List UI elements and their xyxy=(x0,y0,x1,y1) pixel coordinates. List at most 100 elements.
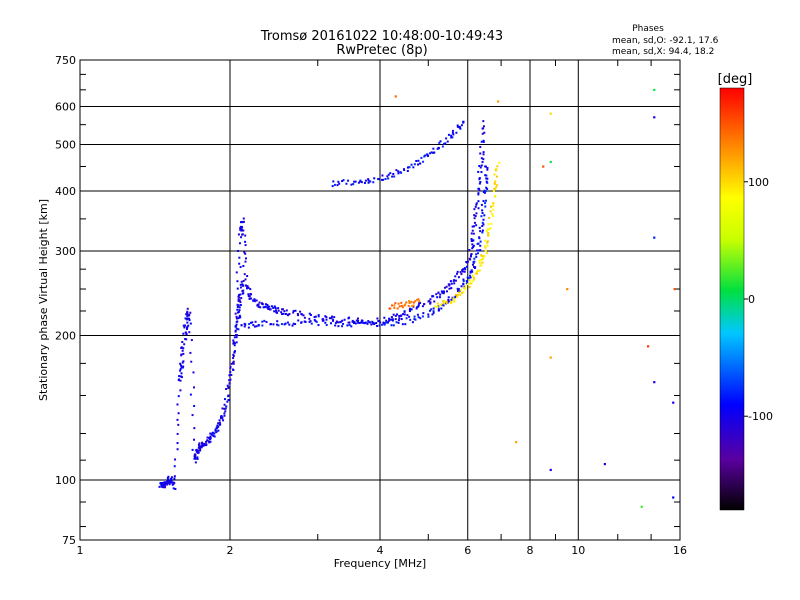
data-point xyxy=(464,288,467,291)
data-point xyxy=(338,182,341,185)
data-point xyxy=(463,285,466,288)
data-point xyxy=(481,258,484,261)
data-point xyxy=(308,317,311,320)
data-point xyxy=(432,295,435,298)
data-point xyxy=(478,164,481,167)
data-point xyxy=(193,453,196,456)
data-point xyxy=(490,205,493,208)
data-point xyxy=(184,317,187,320)
data-point xyxy=(479,146,482,149)
data-point xyxy=(416,306,419,309)
data-point xyxy=(391,304,394,307)
data-point xyxy=(236,303,239,306)
y-tick-label: 600 xyxy=(55,101,76,114)
data-point xyxy=(227,394,230,397)
data-point xyxy=(239,227,242,230)
data-point xyxy=(481,261,484,264)
data-point xyxy=(462,278,465,281)
data-point xyxy=(242,289,245,292)
data-point xyxy=(228,382,231,385)
data-point xyxy=(192,438,195,441)
data-point xyxy=(472,276,475,279)
data-point xyxy=(227,387,230,390)
data-point xyxy=(218,419,221,422)
data-point xyxy=(181,366,184,369)
data-point xyxy=(180,372,183,375)
data-point xyxy=(193,427,196,430)
data-point xyxy=(232,341,235,344)
data-point xyxy=(485,199,488,202)
data-point xyxy=(317,314,320,317)
data-point xyxy=(364,321,367,324)
data-point xyxy=(236,280,239,283)
data-point xyxy=(494,180,497,183)
data-point xyxy=(489,210,492,213)
data-point xyxy=(492,190,495,193)
data-point xyxy=(470,269,473,272)
data-point xyxy=(204,440,207,443)
data-point xyxy=(482,218,485,221)
data-point xyxy=(454,279,457,282)
data-point xyxy=(653,381,656,384)
data-point xyxy=(458,291,461,294)
data-point xyxy=(400,305,403,308)
data-point xyxy=(442,302,445,305)
data-point xyxy=(272,323,275,326)
data-point xyxy=(372,181,375,184)
data-point xyxy=(384,178,387,181)
data-point xyxy=(383,316,386,319)
data-point xyxy=(470,252,473,255)
data-point xyxy=(198,445,201,448)
data-point xyxy=(459,293,462,296)
data-point xyxy=(392,313,395,316)
data-point xyxy=(462,286,465,289)
data-point xyxy=(485,180,488,183)
data-point xyxy=(430,151,433,154)
data-point xyxy=(481,225,484,228)
data-point xyxy=(450,134,453,137)
data-point xyxy=(233,342,236,345)
data-point xyxy=(229,367,232,370)
data-point xyxy=(215,430,218,433)
data-point xyxy=(412,301,415,304)
x-tick-label: 4 xyxy=(377,544,384,557)
data-point xyxy=(242,220,245,223)
data-point xyxy=(437,291,440,294)
data-point xyxy=(239,301,242,304)
data-point xyxy=(415,298,418,301)
data-point xyxy=(483,189,486,192)
data-point xyxy=(373,177,376,180)
data-point xyxy=(292,322,295,325)
data-point xyxy=(482,223,485,226)
data-point xyxy=(243,325,246,328)
data-point xyxy=(439,293,442,296)
data-point xyxy=(429,152,432,155)
data-point xyxy=(333,183,336,186)
data-point xyxy=(310,322,313,325)
data-point xyxy=(277,307,280,310)
data-point xyxy=(280,311,283,314)
data-point xyxy=(199,449,202,452)
data-point xyxy=(182,352,185,355)
data-point xyxy=(188,313,191,316)
data-point xyxy=(482,200,485,203)
data-point xyxy=(324,321,327,324)
data-point xyxy=(442,299,445,302)
data-point xyxy=(413,163,416,166)
data-point xyxy=(238,299,241,302)
data-point xyxy=(376,317,379,320)
data-point xyxy=(247,294,250,297)
data-point xyxy=(451,131,454,134)
data-point xyxy=(392,324,395,327)
data-point xyxy=(179,367,182,370)
data-point xyxy=(470,282,473,285)
data-point xyxy=(253,300,256,303)
data-point xyxy=(471,263,474,266)
data-point xyxy=(244,260,247,263)
data-point xyxy=(470,232,473,235)
data-point xyxy=(549,468,552,472)
data-point xyxy=(257,305,260,308)
data-point xyxy=(292,309,295,312)
data-point xyxy=(313,318,316,321)
data-point xyxy=(418,300,421,303)
